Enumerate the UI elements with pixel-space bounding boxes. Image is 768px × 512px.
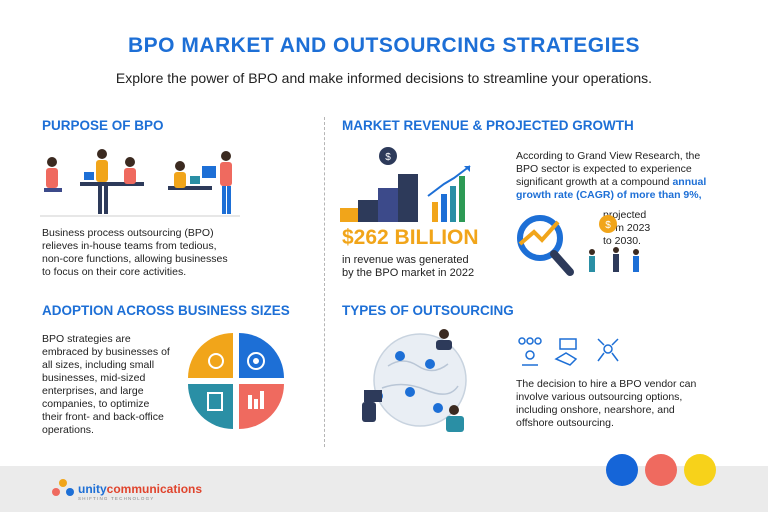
revenue-heading: MARKET REVENUE & PROJECTED GROWTH <box>342 118 634 133</box>
global-outsourcing-illustration <box>362 329 467 432</box>
types-body: The decision to hire a BPO vendor can in… <box>516 378 697 429</box>
report-quadrant <box>188 384 233 429</box>
adoption-heading: ADOPTION ACROSS BUSINESS SIZES <box>42 303 290 318</box>
magnifier-icon <box>517 215 563 261</box>
business-size-quadrants <box>188 333 284 429</box>
page-title: BPO MARKET AND OUTSOURCING STRATEGIES <box>127 34 640 57</box>
cagr-highlight-b: growth rate (CAGR) of more than 9%, <box>516 189 702 201</box>
revenue-caption: in revenue was generated by the BPO mark… <box>342 254 475 279</box>
adoption-body: BPO strategies are embraced by businesse… <box>42 333 170 436</box>
magnifier-growth-illustration: $ <box>517 215 639 276</box>
cagr-highlight-a: annual <box>672 176 707 188</box>
location-pin-icon <box>395 351 405 361</box>
svg-text:$: $ <box>605 220 611 231</box>
purpose-body: Business process outsourcing (BPO) relie… <box>42 227 228 278</box>
page-subtitle: Explore the power of BPO and make inform… <box>115 70 653 86</box>
network-icon <box>597 338 619 362</box>
coral-dot <box>645 454 677 486</box>
logo-tagline: SHIFTING TECHNOLOGY <box>78 496 155 501</box>
revenue-big-number: $262 BILLION <box>342 226 479 249</box>
svg-text:$: $ <box>385 152 391 163</box>
document-search-icon <box>207 392 223 411</box>
target-icon <box>247 352 265 370</box>
office-team-illustration <box>40 149 240 217</box>
types-heading: TYPES OF OUTSOURCING <box>342 303 514 318</box>
company-logo[interactable]: unitycommunications <box>78 482 203 496</box>
company-logo-mark <box>52 479 74 496</box>
footer-bar <box>0 466 768 512</box>
lightbulb-icon <box>208 353 224 369</box>
blue-dot <box>606 454 638 486</box>
team-icon <box>518 337 542 366</box>
research-text: According to Grand View Research, the BP… <box>516 150 707 201</box>
yellow-dot <box>684 454 716 486</box>
bar-chart-icon <box>248 395 252 409</box>
outsourcing-options-icons <box>518 337 619 366</box>
money-bag-icon <box>379 147 397 165</box>
purpose-heading: PURPOSE OF BPO <box>42 118 164 133</box>
handshake-icon <box>554 338 578 366</box>
section-divider <box>324 117 325 447</box>
coin-icon <box>599 215 617 233</box>
growth-stairs-illustration: $ <box>340 147 471 222</box>
